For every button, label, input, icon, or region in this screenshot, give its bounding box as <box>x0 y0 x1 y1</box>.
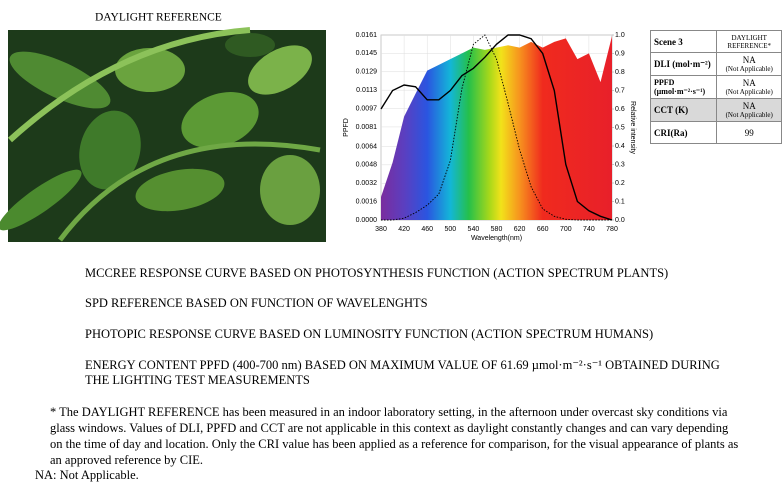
y2-tick-label: 0.0 <box>615 217 625 224</box>
cell-note: (Not Applicable) <box>725 65 773 73</box>
x-tick-label: 580 <box>491 226 503 233</box>
table-header: DAYLIGHT REFERENCE* <box>716 30 782 53</box>
y2-tick-label: 0.9 <box>615 50 625 57</box>
row-label: PPFD (µmol·m⁻²·s⁻¹) <box>649 75 718 99</box>
legend-text: MCCREE RESPONSE CURVE BASED ON PHOTOSYNT… <box>85 266 669 280</box>
y-axis-label: PPFD <box>343 118 350 137</box>
summary-table: Scene 3 DAYLIGHT REFERENCE* DLI (mol·m⁻²)… <box>649 30 782 144</box>
row-label: CCT (K) <box>649 98 718 122</box>
y-tick-label: 0.0113 <box>356 87 377 94</box>
photo <box>0 27 326 242</box>
table-header: Scene 3 <box>649 30 718 53</box>
footnote: * The DAYLIGHT REFERENCE has been measur… <box>50 405 739 467</box>
x-tick-label: 380 <box>375 226 387 233</box>
x-axis-label: Wavelength(nm) <box>471 235 522 242</box>
row-label: DLI (mol·m⁻²) <box>649 52 718 76</box>
cell: NA <box>742 78 756 88</box>
x-tick-label: 740 <box>583 226 595 233</box>
x-tick-label: 460 <box>421 226 433 233</box>
figure-title: DAYLIGHT REFERENCE <box>95 12 222 24</box>
y2-tick-label: 0.8 <box>615 69 625 76</box>
y2-axis-label: Relative intensity <box>629 101 636 154</box>
cell: 99 <box>716 121 782 144</box>
y-tick-label: 0.0081 <box>356 124 378 131</box>
y-tick-label: 0.0145 <box>356 50 378 57</box>
row-label: CRI(Ra) <box>649 121 718 144</box>
y-tick-label: 0.0161 <box>356 32 378 39</box>
y-tick-label: 0.0016 <box>356 198 378 205</box>
na-note: NA: Not Applicable. <box>35 468 139 482</box>
mccree-curve <box>380 34 613 221</box>
x-tick-label: 620 <box>514 226 526 233</box>
cell-note: (Not Applicable) <box>725 88 773 96</box>
y2-tick-label: 0.3 <box>615 161 625 168</box>
spectrum-area <box>381 36 612 220</box>
y-tick-label: 0.0129 <box>356 69 378 76</box>
y-tick-label: 0.0000 <box>356 217 378 224</box>
cell: NA <box>742 55 756 65</box>
x-tick-label: 660 <box>537 226 549 233</box>
y-tick-label: 0.0064 <box>356 143 378 150</box>
y2-tick-label: 0.5 <box>615 124 625 131</box>
legend-text: ENERGY CONTENT PPFD (400-700 nm) BASED O… <box>85 358 720 387</box>
x-tick-label: 540 <box>468 226 480 233</box>
y-tick-label: 0.0097 <box>356 105 378 112</box>
y-tick-label: 0.0048 <box>356 162 378 169</box>
x-tick-label: 780 <box>606 226 618 233</box>
y2-tick-label: 0.4 <box>615 143 625 150</box>
spectrum-chart: 0.00000.00160.00320.00480.00640.00810.00… <box>343 32 636 242</box>
cell: NA <box>742 101 756 111</box>
photopic-curve <box>381 34 612 221</box>
y2-tick-label: 0.2 <box>615 180 625 187</box>
legend-text: SPD REFERENCE BASED ON FUNCTION OF WAVEL… <box>85 296 428 310</box>
y2-tick-label: 0.6 <box>615 106 625 113</box>
x-tick-label: 700 <box>560 226 572 233</box>
legend-text: PHOTOPIC RESPONSE CURVE BASED ON LUMINOS… <box>85 327 654 341</box>
y-tick-label: 0.0032 <box>356 180 378 187</box>
figure-graphics: DAYLIGHT REFERENCE 0.0000 0.0016 0.0032 0.0… <box>0 12 636 242</box>
y2-tick-label: 1.0 <box>615 32 625 39</box>
y2-tick-label: 0.1 <box>615 198 625 205</box>
x-tick-label: 420 <box>398 226 410 233</box>
x-tick-label: 500 <box>444 226 456 233</box>
y2-tick-label: 0.7 <box>615 87 625 94</box>
cell-note: (Not Applicable) <box>725 111 773 119</box>
